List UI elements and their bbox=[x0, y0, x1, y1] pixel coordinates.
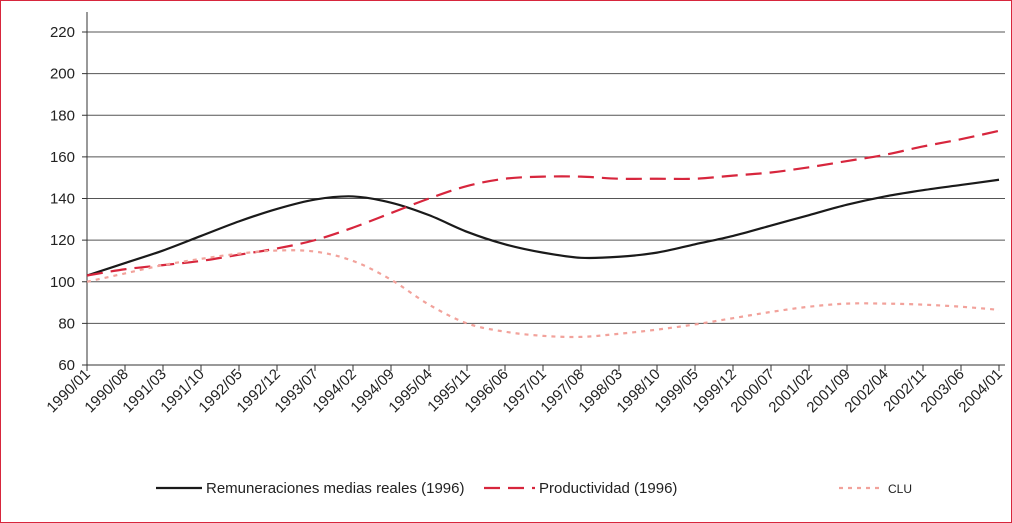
y-tick-label: 180 bbox=[50, 107, 75, 124]
y-tick-label: 220 bbox=[50, 24, 75, 41]
y-tick-label: 60 bbox=[58, 357, 75, 374]
y-tick-label: 100 bbox=[50, 274, 75, 291]
y-tick-label: 120 bbox=[50, 232, 75, 249]
y-tick-label: 160 bbox=[50, 149, 75, 166]
series-line bbox=[86, 129, 1000, 277]
y-tick-label: 80 bbox=[58, 315, 75, 332]
legend-label: Remuneraciones medias reales (1996) bbox=[206, 480, 464, 497]
legend-label: Productividad (1996) bbox=[539, 480, 677, 497]
y-tick-label: 140 bbox=[50, 191, 75, 208]
y-tick-label: 200 bbox=[50, 66, 75, 83]
series-line bbox=[86, 178, 1000, 277]
legend-label: CLU bbox=[888, 482, 912, 496]
series-line bbox=[86, 249, 1000, 339]
